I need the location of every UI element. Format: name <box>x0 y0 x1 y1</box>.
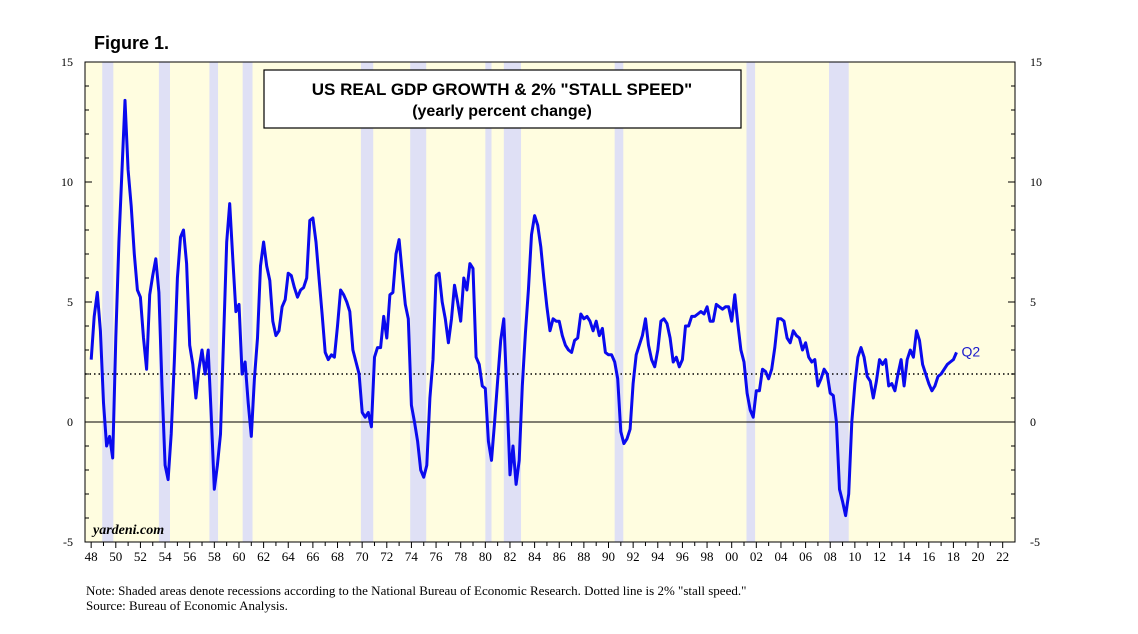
x-tick-label: 50 <box>109 549 122 564</box>
left-y-tick-label: 10 <box>61 175 73 189</box>
x-tick-label: 08 <box>824 549 837 564</box>
x-tick-label: 88 <box>577 549 590 564</box>
end-label: Q2 <box>961 343 980 359</box>
x-tick-label: 78 <box>454 549 467 564</box>
x-tick-label: 64 <box>282 549 296 564</box>
x-tick-label: 00 <box>725 549 738 564</box>
x-tick-label: 02 <box>750 549 763 564</box>
x-tick-label: 98 <box>701 549 714 564</box>
x-tick-label: 92 <box>627 549 640 564</box>
right-y-tick-label: 5 <box>1030 295 1036 309</box>
left-y-tick-label: 15 <box>61 55 73 69</box>
x-axis: 48 50 52 54 56 58 60 62 64 66 68 70 72 74 76 78 80 82 84 86… <box>85 542 1009 564</box>
note-line: Note: Shaded areas denote recessions acc… <box>86 583 747 598</box>
source-line: Source: Bureau of Economic Analysis. <box>86 598 288 613</box>
chart-title: US REAL GDP GROWTH & 2% "STALL SPEED" <box>312 80 692 99</box>
x-tick-label: 06 <box>799 549 813 564</box>
x-tick-label: 60 <box>232 549 245 564</box>
watermark: yardeni.com <box>91 523 164 538</box>
recession-band <box>614 62 624 542</box>
right-y-tick-label: 15 <box>1030 55 1042 69</box>
right-y-tick-label: 0 <box>1030 415 1036 429</box>
right-y-tick-label: 10 <box>1030 175 1042 189</box>
recession-band <box>102 62 114 542</box>
x-tick-label: 62 <box>257 549 270 564</box>
x-tick-label: 56 <box>183 549 197 564</box>
x-tick-label: 20 <box>972 549 985 564</box>
x-tick-label: 72 <box>380 549 393 564</box>
title-box: US REAL GDP GROWTH & 2% "STALL SPEED" (y… <box>263 69 742 129</box>
left-y-tick-label: 5 <box>67 295 73 309</box>
recession-band <box>158 62 170 542</box>
left-y-tick-label: -5 <box>63 535 73 549</box>
x-tick-label: 76 <box>430 549 444 564</box>
x-tick-label: 66 <box>306 549 320 564</box>
recession-band <box>242 62 253 542</box>
x-tick-label: 52 <box>134 549 147 564</box>
plot-background <box>85 62 1015 542</box>
chart-subtitle: (yearly percent change) <box>412 103 592 120</box>
x-tick-label: 96 <box>676 549 690 564</box>
x-tick-label: 54 <box>159 549 173 564</box>
x-tick-label: 04 <box>774 549 788 564</box>
recession-band <box>209 62 219 542</box>
x-tick-label: 94 <box>651 549 665 564</box>
x-tick-label: 74 <box>405 549 419 564</box>
x-tick-label: 10 <box>848 549 861 564</box>
x-tick-label: 68 <box>331 549 344 564</box>
x-tick-label: 58 <box>208 549 221 564</box>
recession-band <box>746 62 756 542</box>
right-y-tick-label: -5 <box>1030 535 1040 549</box>
left-y-axis: -5 0 5 10 15 <box>61 55 92 549</box>
x-tick-label: 90 <box>602 549 615 564</box>
figure-label: Figure 1. <box>94 33 170 53</box>
x-tick-label: 70 <box>356 549 369 564</box>
x-tick-label: 84 <box>528 549 542 564</box>
recession-band <box>485 62 492 542</box>
x-tick-label: 48 <box>85 549 98 564</box>
gdp-growth-line <box>89 98 958 518</box>
left-y-tick-label: 0 <box>67 415 73 429</box>
title-box-frame <box>263 69 742 129</box>
recession-band <box>360 62 374 542</box>
series-layer <box>89 98 958 518</box>
recession-band <box>410 62 427 542</box>
x-tick-label: 16 <box>922 549 936 564</box>
x-tick-label: 18 <box>947 549 960 564</box>
x-tick-label: 80 <box>479 549 492 564</box>
x-tick-label: 86 <box>553 549 567 564</box>
right-y-axis: -5 0 5 10 15 <box>1008 55 1042 549</box>
x-tick-label: 14 <box>898 549 912 564</box>
x-tick-label: 12 <box>873 549 886 564</box>
x-tick-label: 22 <box>996 549 1009 564</box>
x-tick-label: 82 <box>503 549 516 564</box>
